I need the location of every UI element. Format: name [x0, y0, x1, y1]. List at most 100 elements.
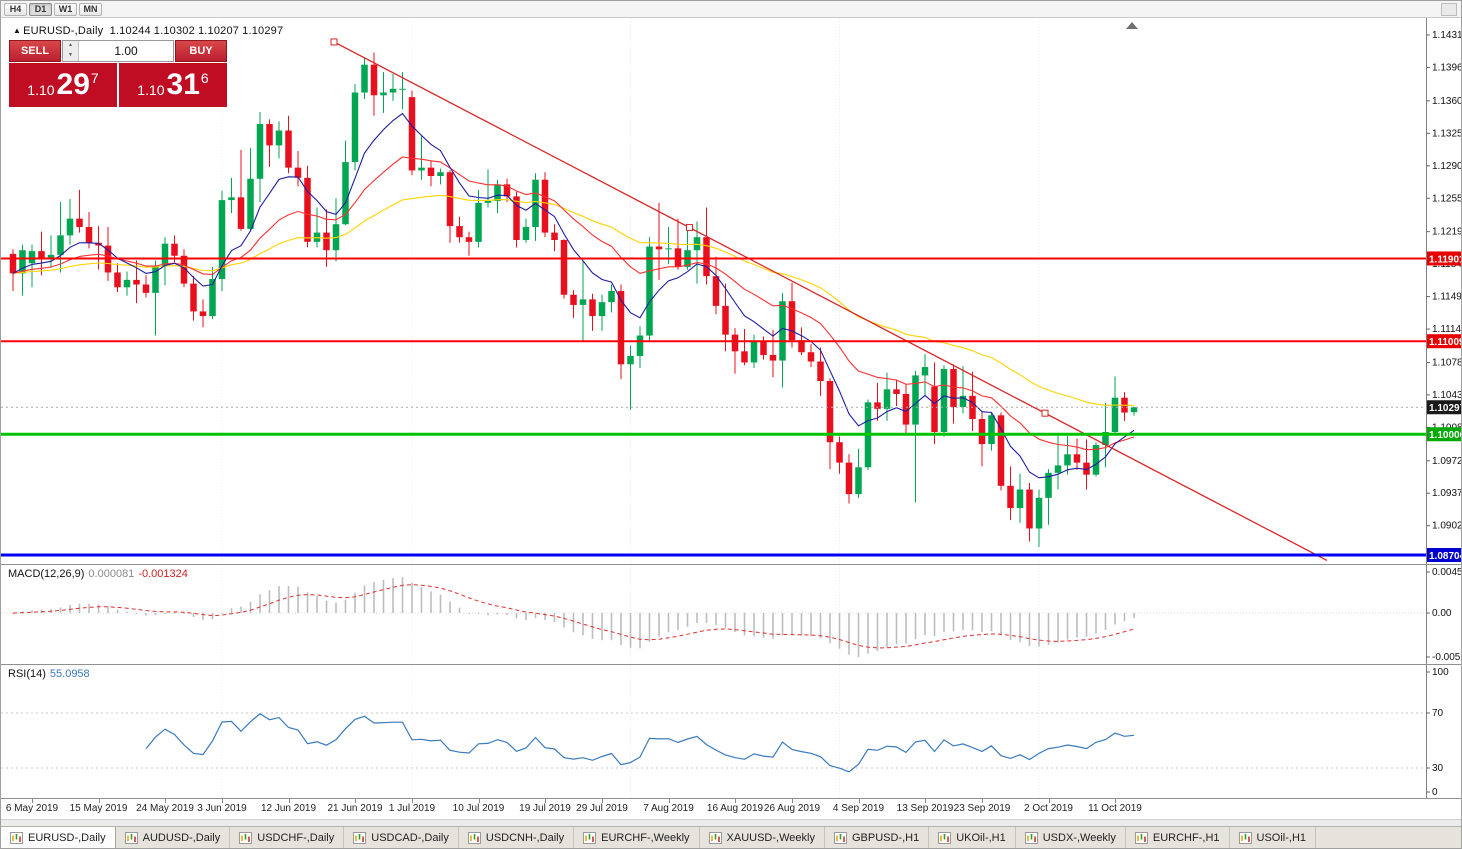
- trendline-handle[interactable]: [330, 38, 338, 46]
- time-axis-label: 12 Jun 2019: [260, 803, 317, 814]
- time-axis-label: 4 Sep 2019: [832, 803, 885, 814]
- chart-tab-label: USDCAD-,Daily: [371, 831, 449, 844]
- chart-tab-usoil-h1[interactable]: USOil-,H1: [1230, 827, 1317, 848]
- chart-tab-label: USDCHF-,Daily: [257, 831, 335, 844]
- volume-up-icon[interactable]: ▲: [68, 42, 73, 48]
- toolbar-right-button[interactable]: [1441, 2, 1457, 16]
- ohlc-high: 1.10302: [153, 25, 195, 37]
- time-axis-tick: [478, 799, 480, 803]
- bid-pipette: 7: [90, 70, 99, 86]
- volume-value[interactable]: 1.00: [114, 44, 138, 58]
- horizontal-scrollbar[interactable]: [1, 819, 1461, 826]
- chart-ohlc-header: ▲ EURUSD-,Daily 1.10244 1.10302 1.10207 1.10…: [13, 25, 286, 37]
- chart-tab-ukoil-h1[interactable]: UKOil-,H1: [929, 827, 1016, 848]
- ask-prefix: 1.10: [137, 82, 165, 98]
- bid-prefix: 1.10: [27, 82, 55, 98]
- time-axis-label: 23 Sep 2019: [953, 803, 1011, 814]
- macd-title: MACD(12,26,9): [8, 568, 85, 580]
- chart-tab-usdx-weekly[interactable]: USDX-,Weekly: [1016, 827, 1126, 848]
- price-chart-canvas[interactable]: 1.14310 1.13960 1.13600 1.13250 1.12900 1.125…: [1, 18, 1462, 564]
- svg-text:1.11490: 1.11490: [1432, 292, 1462, 303]
- chart-tab-label: EURCHF-,H1: [1152, 831, 1220, 844]
- chart-tab-label: USDX-,Weekly: [1042, 831, 1116, 844]
- chart-tab-icon: [938, 831, 952, 844]
- chart-tab-label: USOil-,H1: [1256, 831, 1307, 844]
- timeframe-button-w1[interactable]: W1: [54, 2, 77, 16]
- svg-text:0.00: 0.00: [1432, 608, 1452, 619]
- time-axis-tick: [98, 799, 100, 803]
- ask-price-display[interactable]: 1.10 31 6: [119, 63, 227, 107]
- time-axis-label: 3 Jun 2019: [197, 803, 247, 814]
- time-axis-label: 6 May 2019: [5, 803, 59, 814]
- svg-text:30: 30: [1432, 763, 1444, 774]
- price-chart-pane[interactable]: 1.14310 1.13960 1.13600 1.13250 1.12900 1.125…: [1, 18, 1461, 564]
- svg-text:1.10780: 1.10780: [1432, 357, 1462, 368]
- time-axis-label: 26 Aug 2019: [763, 803, 821, 814]
- svg-text:1.09370: 1.09370: [1432, 488, 1462, 499]
- chart-symbol-label: EURUSD-,Daily: [23, 25, 104, 37]
- trendline-handle[interactable]: [686, 224, 693, 232]
- time-axis-tick: [925, 799, 926, 803]
- time-axis-tick: [668, 799, 670, 803]
- sell-button[interactable]: SELL: [9, 40, 61, 62]
- chart-tab-icon: [239, 831, 253, 844]
- chart-tab-audusd-daily[interactable]: AUDUSD-,Daily: [116, 827, 231, 848]
- volume-down-icon[interactable]: ▼: [68, 52, 73, 58]
- rsi-value: 55.0958: [49, 668, 90, 680]
- chart-tab-eurchf-h1[interactable]: EURCHF-,H1: [1126, 827, 1230, 848]
- chart-tab-eurchf-weekly[interactable]: EURCHF-,Weekly: [574, 827, 700, 848]
- chart-tab-icon: [10, 831, 23, 844]
- chart-tab-usdcad-daily[interactable]: USDCAD-,Daily: [344, 827, 459, 848]
- timeframe-button-mn[interactable]: MN: [79, 2, 102, 16]
- timeframe-button-h4[interactable]: H4: [4, 2, 27, 16]
- svg-text:1.13250: 1.13250: [1432, 128, 1462, 139]
- rsi-indicator-pane[interactable]: 100 70 30 0 RSI(14) 55.0958: [1, 664, 1461, 798]
- chart-tab-icon: [353, 831, 367, 844]
- svg-text:1.12550: 1.12550: [1432, 193, 1462, 204]
- svg-text:1.10006: 1.10006: [1429, 430, 1462, 441]
- rsi-canvas[interactable]: 100 70 30 0: [1, 665, 1462, 798]
- macd-canvas[interactable]: 0.004536 0.00 -0.005205: [1, 565, 1462, 664]
- time-axis-tick: [1115, 799, 1116, 803]
- time-axis-tick: [288, 799, 290, 803]
- svg-text:0.004536: 0.004536: [1432, 567, 1462, 578]
- chart-tab-icon: [467, 831, 481, 844]
- bid-big-digits: 29: [56, 68, 90, 101]
- time-axis-tick: [1048, 799, 1050, 803]
- trendline-handle[interactable]: [1041, 409, 1049, 417]
- chart-shift-marker-icon[interactable]: [1126, 22, 1138, 29]
- chart-tab-label: USDCNH-,Daily: [485, 831, 565, 844]
- svg-text:1.12190: 1.12190: [1432, 227, 1462, 238]
- volume-spinner[interactable]: ▲ ▼: [63, 41, 79, 61]
- svg-text:1.11009: 1.11009: [1429, 337, 1462, 348]
- chart-tab-usdchf-daily[interactable]: USDCHF-,Daily: [230, 827, 345, 848]
- volume-input[interactable]: ▲ ▼ 1.00: [62, 40, 174, 62]
- svg-text:1.08704: 1.08704: [1429, 551, 1462, 562]
- time-axis-label: 13 Sep 2019: [896, 803, 954, 814]
- macd-label: MACD(12,26,9) 0.000081 -0.001324: [8, 568, 188, 580]
- chart-tab-xauusd-weekly[interactable]: XAUUSD-,Weekly: [700, 827, 825, 848]
- macd-main-value: 0.000081: [88, 568, 135, 580]
- rsi-title: RSI(14): [8, 668, 46, 680]
- chart-tab-label: EURCHF-,Weekly: [601, 831, 690, 844]
- svg-text:100: 100: [1432, 667, 1449, 678]
- chart-tab-icon: [1238, 831, 1252, 844]
- time-axis-label: 11 Oct 2019: [1088, 803, 1142, 814]
- ohlc-close: 1.10297: [242, 25, 284, 37]
- time-axis[interactable]: 6 May 2019 15 May 2019 24 May 2019 3 Jun 20…: [1, 798, 1461, 819]
- chart-marker-icon: ▲: [13, 26, 22, 35]
- chart-tab-icon: [1134, 831, 1148, 844]
- timeframe-button-d1[interactable]: D1: [29, 2, 52, 16]
- chart-tab-usdcnh-daily[interactable]: USDCNH-,Daily: [459, 827, 575, 848]
- ask-big-digits: 31: [166, 68, 200, 101]
- time-axis-label: 29 Jul 2019: [576, 803, 628, 814]
- chart-tab-icon: [583, 831, 597, 844]
- macd-indicator-pane[interactable]: 0.004536 0.00 -0.005205 MACD(12,26,9)0.000…: [1, 564, 1461, 664]
- svg-text:1.10297: 1.10297: [1429, 403, 1462, 414]
- bid-price-display[interactable]: 1.10 29 7: [9, 63, 117, 107]
- buy-button[interactable]: BUY: [175, 40, 227, 62]
- chart-tab-gbpusd-h1[interactable]: GBPUSD-,H1: [825, 827, 930, 848]
- ohlc-open: 1.10244: [109, 25, 151, 37]
- chart-tab-eurusd-daily[interactable]: EURUSD-,Daily: [1, 827, 116, 848]
